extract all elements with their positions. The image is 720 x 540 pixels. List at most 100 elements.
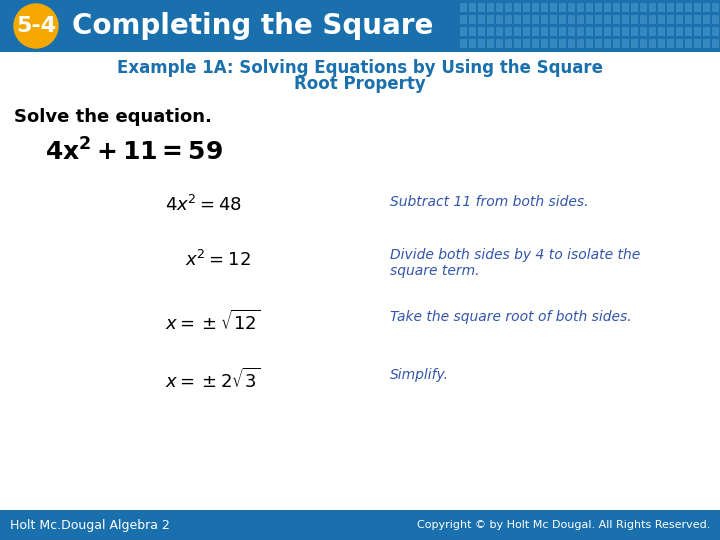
FancyBboxPatch shape xyxy=(568,39,575,48)
FancyBboxPatch shape xyxy=(694,39,701,48)
FancyBboxPatch shape xyxy=(496,15,503,24)
FancyBboxPatch shape xyxy=(514,15,521,24)
FancyBboxPatch shape xyxy=(622,3,629,12)
FancyBboxPatch shape xyxy=(676,27,683,36)
FancyBboxPatch shape xyxy=(505,15,512,24)
Text: Root Property: Root Property xyxy=(294,75,426,93)
FancyBboxPatch shape xyxy=(523,39,530,48)
FancyBboxPatch shape xyxy=(613,27,620,36)
FancyBboxPatch shape xyxy=(595,39,602,48)
FancyBboxPatch shape xyxy=(469,27,476,36)
FancyBboxPatch shape xyxy=(658,27,665,36)
FancyBboxPatch shape xyxy=(631,3,638,12)
Text: Copyright © by Holt Mc Dougal. All Rights Reserved.: Copyright © by Holt Mc Dougal. All Right… xyxy=(417,520,710,530)
Text: Simplify.: Simplify. xyxy=(390,368,449,382)
FancyBboxPatch shape xyxy=(667,15,674,24)
FancyBboxPatch shape xyxy=(559,3,566,12)
FancyBboxPatch shape xyxy=(613,3,620,12)
FancyBboxPatch shape xyxy=(469,39,476,48)
FancyBboxPatch shape xyxy=(703,27,710,36)
FancyBboxPatch shape xyxy=(649,15,656,24)
FancyBboxPatch shape xyxy=(460,15,467,24)
Text: $x^2 = 12$: $x^2 = 12$ xyxy=(185,250,251,270)
Text: $x = \pm\sqrt{12}$: $x = \pm\sqrt{12}$ xyxy=(165,310,260,334)
FancyBboxPatch shape xyxy=(514,39,521,48)
FancyBboxPatch shape xyxy=(496,39,503,48)
FancyBboxPatch shape xyxy=(0,510,720,540)
FancyBboxPatch shape xyxy=(487,3,494,12)
FancyBboxPatch shape xyxy=(514,3,521,12)
FancyBboxPatch shape xyxy=(667,27,674,36)
FancyBboxPatch shape xyxy=(604,27,611,36)
FancyBboxPatch shape xyxy=(586,39,593,48)
FancyBboxPatch shape xyxy=(622,39,629,48)
FancyBboxPatch shape xyxy=(667,3,674,12)
FancyBboxPatch shape xyxy=(469,15,476,24)
FancyBboxPatch shape xyxy=(622,15,629,24)
FancyBboxPatch shape xyxy=(712,15,719,24)
FancyBboxPatch shape xyxy=(514,27,521,36)
FancyBboxPatch shape xyxy=(577,27,584,36)
FancyBboxPatch shape xyxy=(478,39,485,48)
FancyBboxPatch shape xyxy=(676,3,683,12)
FancyBboxPatch shape xyxy=(685,39,692,48)
FancyBboxPatch shape xyxy=(541,27,548,36)
FancyBboxPatch shape xyxy=(586,15,593,24)
FancyBboxPatch shape xyxy=(559,39,566,48)
FancyBboxPatch shape xyxy=(640,39,647,48)
Text: $x = \pm 2\sqrt{3}$: $x = \pm 2\sqrt{3}$ xyxy=(165,368,260,392)
FancyBboxPatch shape xyxy=(568,3,575,12)
FancyBboxPatch shape xyxy=(523,15,530,24)
FancyBboxPatch shape xyxy=(550,3,557,12)
FancyBboxPatch shape xyxy=(496,3,503,12)
FancyBboxPatch shape xyxy=(541,39,548,48)
FancyBboxPatch shape xyxy=(631,27,638,36)
FancyBboxPatch shape xyxy=(478,27,485,36)
FancyBboxPatch shape xyxy=(478,15,485,24)
FancyBboxPatch shape xyxy=(568,15,575,24)
FancyBboxPatch shape xyxy=(658,15,665,24)
FancyBboxPatch shape xyxy=(694,3,701,12)
FancyBboxPatch shape xyxy=(703,39,710,48)
FancyBboxPatch shape xyxy=(460,39,467,48)
FancyBboxPatch shape xyxy=(676,39,683,48)
FancyBboxPatch shape xyxy=(649,27,656,36)
FancyBboxPatch shape xyxy=(712,3,719,12)
FancyBboxPatch shape xyxy=(658,39,665,48)
FancyBboxPatch shape xyxy=(532,39,539,48)
Text: square term.: square term. xyxy=(390,264,480,278)
FancyBboxPatch shape xyxy=(559,15,566,24)
FancyBboxPatch shape xyxy=(541,3,548,12)
FancyBboxPatch shape xyxy=(712,39,719,48)
FancyBboxPatch shape xyxy=(640,27,647,36)
FancyBboxPatch shape xyxy=(577,15,584,24)
FancyBboxPatch shape xyxy=(595,3,602,12)
FancyBboxPatch shape xyxy=(703,3,710,12)
Text: Holt Mc.Dougal Algebra 2: Holt Mc.Dougal Algebra 2 xyxy=(10,518,170,531)
FancyBboxPatch shape xyxy=(532,15,539,24)
FancyBboxPatch shape xyxy=(649,3,656,12)
Text: Example 1A: Solving Equations by Using the Square: Example 1A: Solving Equations by Using t… xyxy=(117,59,603,77)
FancyBboxPatch shape xyxy=(613,39,620,48)
Text: Take the square root of both sides.: Take the square root of both sides. xyxy=(390,310,631,324)
FancyBboxPatch shape xyxy=(640,15,647,24)
FancyBboxPatch shape xyxy=(658,3,665,12)
FancyBboxPatch shape xyxy=(631,15,638,24)
FancyBboxPatch shape xyxy=(505,39,512,48)
FancyBboxPatch shape xyxy=(631,39,638,48)
FancyBboxPatch shape xyxy=(595,15,602,24)
FancyBboxPatch shape xyxy=(550,27,557,36)
FancyBboxPatch shape xyxy=(550,15,557,24)
FancyBboxPatch shape xyxy=(685,3,692,12)
FancyBboxPatch shape xyxy=(586,27,593,36)
FancyBboxPatch shape xyxy=(532,27,539,36)
FancyBboxPatch shape xyxy=(577,3,584,12)
FancyBboxPatch shape xyxy=(469,3,476,12)
FancyBboxPatch shape xyxy=(568,27,575,36)
FancyBboxPatch shape xyxy=(460,27,467,36)
Circle shape xyxy=(14,4,58,48)
FancyBboxPatch shape xyxy=(487,15,494,24)
FancyBboxPatch shape xyxy=(694,15,701,24)
FancyBboxPatch shape xyxy=(523,3,530,12)
FancyBboxPatch shape xyxy=(550,39,557,48)
